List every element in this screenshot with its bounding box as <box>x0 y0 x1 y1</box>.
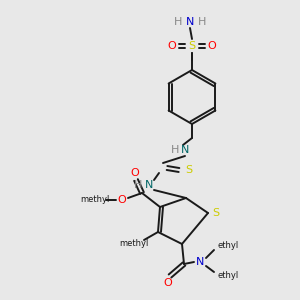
Text: N: N <box>181 145 189 155</box>
Text: methyl: methyl <box>119 239 149 248</box>
Text: O: O <box>130 168 140 178</box>
Text: ethyl: ethyl <box>218 242 239 250</box>
Text: methyl: methyl <box>80 196 110 205</box>
Text: ethyl: ethyl <box>218 272 239 280</box>
Text: S: S <box>188 41 196 51</box>
Text: S: S <box>185 165 193 175</box>
Text: H: H <box>134 180 142 190</box>
Text: O: O <box>164 278 172 288</box>
Text: O: O <box>118 195 126 205</box>
Text: O: O <box>208 41 216 51</box>
Text: H: H <box>171 145 179 155</box>
Text: N: N <box>186 17 194 27</box>
Text: S: S <box>212 208 220 218</box>
Text: N: N <box>196 257 204 267</box>
Text: O: O <box>168 41 176 51</box>
Text: N: N <box>145 180 153 190</box>
Text: H: H <box>198 17 206 27</box>
Text: H: H <box>174 17 182 27</box>
